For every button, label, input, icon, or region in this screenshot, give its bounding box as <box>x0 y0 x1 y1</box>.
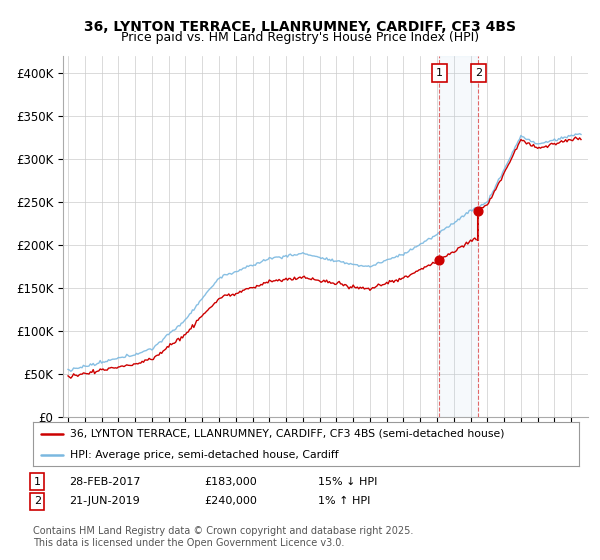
Point <box>434 255 444 264</box>
Point <box>473 206 483 215</box>
Text: £240,000: £240,000 <box>204 496 257 506</box>
Text: 1: 1 <box>34 477 41 487</box>
Text: 36, LYNTON TERRACE, LLANRUMNEY, CARDIFF, CF3 4BS: 36, LYNTON TERRACE, LLANRUMNEY, CARDIFF,… <box>84 20 516 34</box>
Text: 28-FEB-2017: 28-FEB-2017 <box>69 477 140 487</box>
Text: 1% ↑ HPI: 1% ↑ HPI <box>318 496 370 506</box>
Text: 21-JUN-2019: 21-JUN-2019 <box>69 496 140 506</box>
Bar <box>439 56 478 417</box>
Text: Contains HM Land Registry data © Crown copyright and database right 2025.
This d: Contains HM Land Registry data © Crown c… <box>33 526 413 548</box>
Text: 15% ↓ HPI: 15% ↓ HPI <box>318 477 377 487</box>
Text: £183,000: £183,000 <box>204 477 257 487</box>
Text: 2: 2 <box>34 496 41 506</box>
Text: Price paid vs. HM Land Registry's House Price Index (HPI): Price paid vs. HM Land Registry's House … <box>121 31 479 44</box>
Text: HPI: Average price, semi-detached house, Cardiff: HPI: Average price, semi-detached house,… <box>70 450 339 460</box>
Text: 1: 1 <box>436 68 443 78</box>
Text: 36, LYNTON TERRACE, LLANRUMNEY, CARDIFF, CF3 4BS (semi-detached house): 36, LYNTON TERRACE, LLANRUMNEY, CARDIFF,… <box>70 428 505 438</box>
Text: 2: 2 <box>475 68 482 78</box>
